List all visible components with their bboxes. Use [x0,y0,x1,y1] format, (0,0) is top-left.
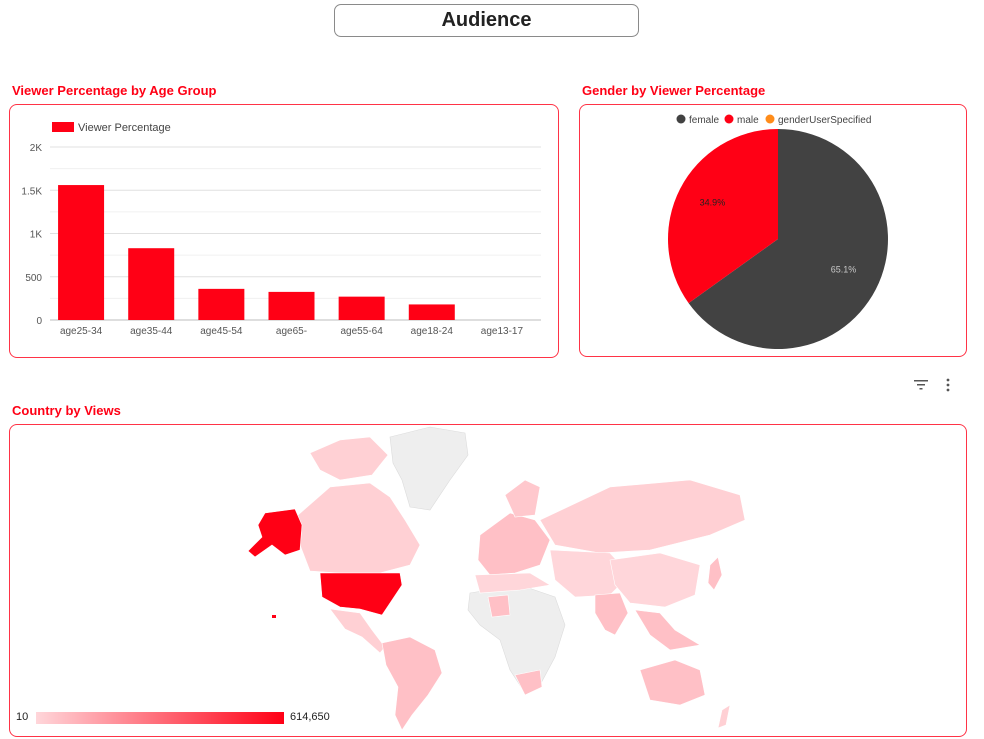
map-region-greenland [389,426,469,511]
map-region-usa [319,572,403,616]
bar-age65- [268,291,315,320]
country-map-panel: 10 614,650 [9,424,967,737]
legend-dot-female [676,114,686,124]
map-region-new-zealand [717,704,731,729]
pie-data-label: 34.9% [700,197,726,207]
gender-pie-chart: female male genderUserSpecified 65.1% 34.9% [668,114,888,349]
map-region-china [609,552,701,608]
map-region-south-america [381,636,443,731]
legend-dot-male [724,114,734,124]
country-map-title: Country by Views [12,403,121,418]
x-tick-label: age55-64 [341,326,384,337]
legend-swatch [52,122,74,132]
legend-dot-genderUserSpecified [765,114,775,124]
legend-label: genderUserSpecified [778,115,871,126]
pie-data-label: 65.1% [831,265,857,275]
page-title: Audience [334,4,639,37]
map-scale-max: 614,650 [290,711,330,723]
map-region-india [594,592,629,636]
map-region-south-africa [514,669,543,696]
map-region-canada [297,482,421,574]
map-region-mexico [329,608,386,654]
legend-label: Viewer Percentage [78,122,171,134]
map-region-russia [539,479,746,554]
x-tick-label: age35-44 [130,326,173,337]
legend-label: male [737,115,759,126]
y-tick-label: 1K [30,230,43,241]
more-vert-icon[interactable] [939,376,957,394]
gender-chart-panel: female male genderUserSpecified 65.1% 34.9% [579,104,967,357]
map-region-arctic-islands [309,436,389,481]
x-tick-label: age13-17 [481,326,524,337]
age-chart-title: Viewer Percentage by Age Group [12,83,217,98]
bar-age35-44 [128,248,175,320]
map-region-australia [639,659,706,706]
bar-age55-64 [338,296,385,320]
map-region-nigeria [487,594,511,618]
map-scale-min: 10 [16,711,29,723]
map-region-north-africa [474,572,551,594]
x-tick-label: age25-34 [60,326,103,337]
bar-age18-24 [408,304,455,320]
x-tick-label: age18-24 [411,326,454,337]
map-color-scale [36,712,284,724]
pie-slice-male [668,129,778,304]
x-tick-label: age65- [276,326,307,337]
x-tick-label: age45-54 [200,326,243,337]
more-vert-icon-glyph [946,378,950,392]
age-chart-panel: Viewer Percentage 0 500 1K 1.5K 2K age25-34 age… [9,104,559,358]
y-tick-label: 500 [25,273,42,284]
y-tick-label: 1.5K [21,186,42,197]
filter-icon[interactable] [912,376,930,394]
age-bar-chart: Viewer Percentage 0 500 1K 1.5K 2K age25-34 age… [21,122,541,337]
y-tick-label: 0 [36,316,42,327]
bar-age45-54 [198,288,245,320]
map-region-alaska [247,508,303,558]
world-map[interactable] [10,425,966,736]
y-tick-label: 2K [30,143,43,154]
map-region-japan [707,556,723,591]
bar-age25-34 [58,185,105,320]
map-region-hawaii [272,615,276,618]
map-region-se-asia [634,609,701,651]
pie-slice-female [688,129,888,349]
gender-chart-title: Gender by Viewer Percentage [582,83,766,98]
map-region-europe [477,512,551,576]
filter-icon-glyph [914,380,928,390]
legend-label: female [689,115,719,126]
map-region-scandinavia [504,479,541,518]
